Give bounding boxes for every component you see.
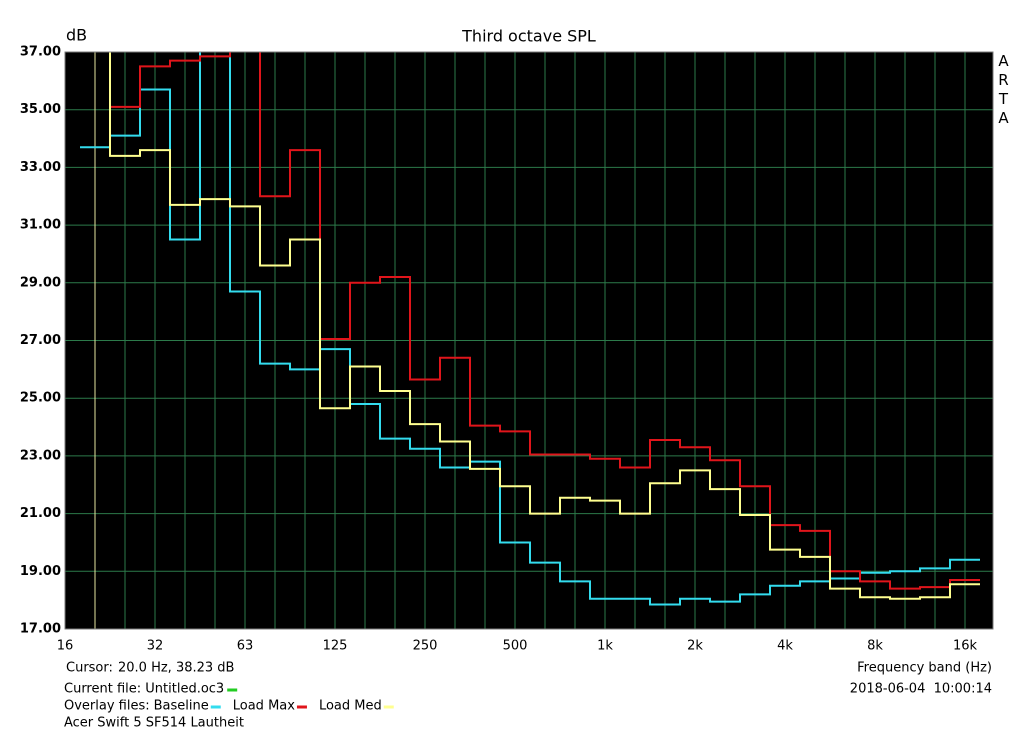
legend-label: Load Max bbox=[233, 699, 296, 714]
current-file: Current file: Untitled.oc3 bbox=[64, 682, 224, 697]
y-axis-label: dB bbox=[66, 26, 87, 45]
y-tick-label: 35.00 bbox=[20, 102, 61, 117]
x-axis-label: Frequency band (Hz) bbox=[857, 661, 992, 676]
series-group bbox=[80, 52, 980, 606]
x-tick-label: 125 bbox=[323, 639, 348, 654]
y-tick-label: 21.00 bbox=[20, 506, 61, 521]
y-tick-label: 25.00 bbox=[20, 391, 61, 406]
x-tick-label: 8k bbox=[867, 639, 883, 654]
y-tick-label: 27.00 bbox=[20, 333, 61, 348]
x-tick-label: 2k bbox=[687, 639, 703, 654]
y-tick-label: 19.00 bbox=[20, 564, 61, 579]
y-tick-label: 23.00 bbox=[20, 448, 61, 463]
caption: Acer Swift 5 SF514 Lautheit bbox=[64, 716, 244, 731]
x-tick-label: 16 bbox=[57, 639, 74, 654]
timestamp: 2018-06-04 10:00:14 bbox=[850, 682, 992, 697]
x-tick-label: 1k bbox=[597, 639, 613, 654]
y-tick-label: 31.00 bbox=[20, 218, 61, 233]
y-tick-label: 33.00 bbox=[20, 160, 61, 175]
side-label: ARTA bbox=[995, 52, 1013, 128]
x-tick-label: 250 bbox=[413, 639, 438, 654]
x-tick-label: 63 bbox=[237, 639, 254, 654]
cursor-value: 20.0 Hz, 38.23 dB bbox=[118, 661, 234, 676]
overlay-label: Overlay files: bbox=[64, 699, 150, 714]
series-line bbox=[109, 52, 980, 590]
series-line bbox=[109, 52, 980, 600]
y-tick-label: 17.00 bbox=[20, 622, 61, 637]
y-tick-label: 29.00 bbox=[20, 275, 61, 290]
x-tick-label: 4k bbox=[777, 639, 793, 654]
plot-border bbox=[64, 51, 994, 630]
x-tick-label: 32 bbox=[147, 639, 164, 654]
y-tick-label: 37.00 bbox=[20, 45, 61, 60]
cursor-label: Cursor: bbox=[66, 661, 113, 676]
x-tick-label: 500 bbox=[503, 639, 528, 654]
chart-title: Third octave SPL bbox=[461, 27, 596, 46]
legend-label: Baseline bbox=[154, 699, 209, 714]
legend-label: Load Med bbox=[319, 699, 382, 714]
x-tick-label: 16k bbox=[953, 639, 978, 654]
